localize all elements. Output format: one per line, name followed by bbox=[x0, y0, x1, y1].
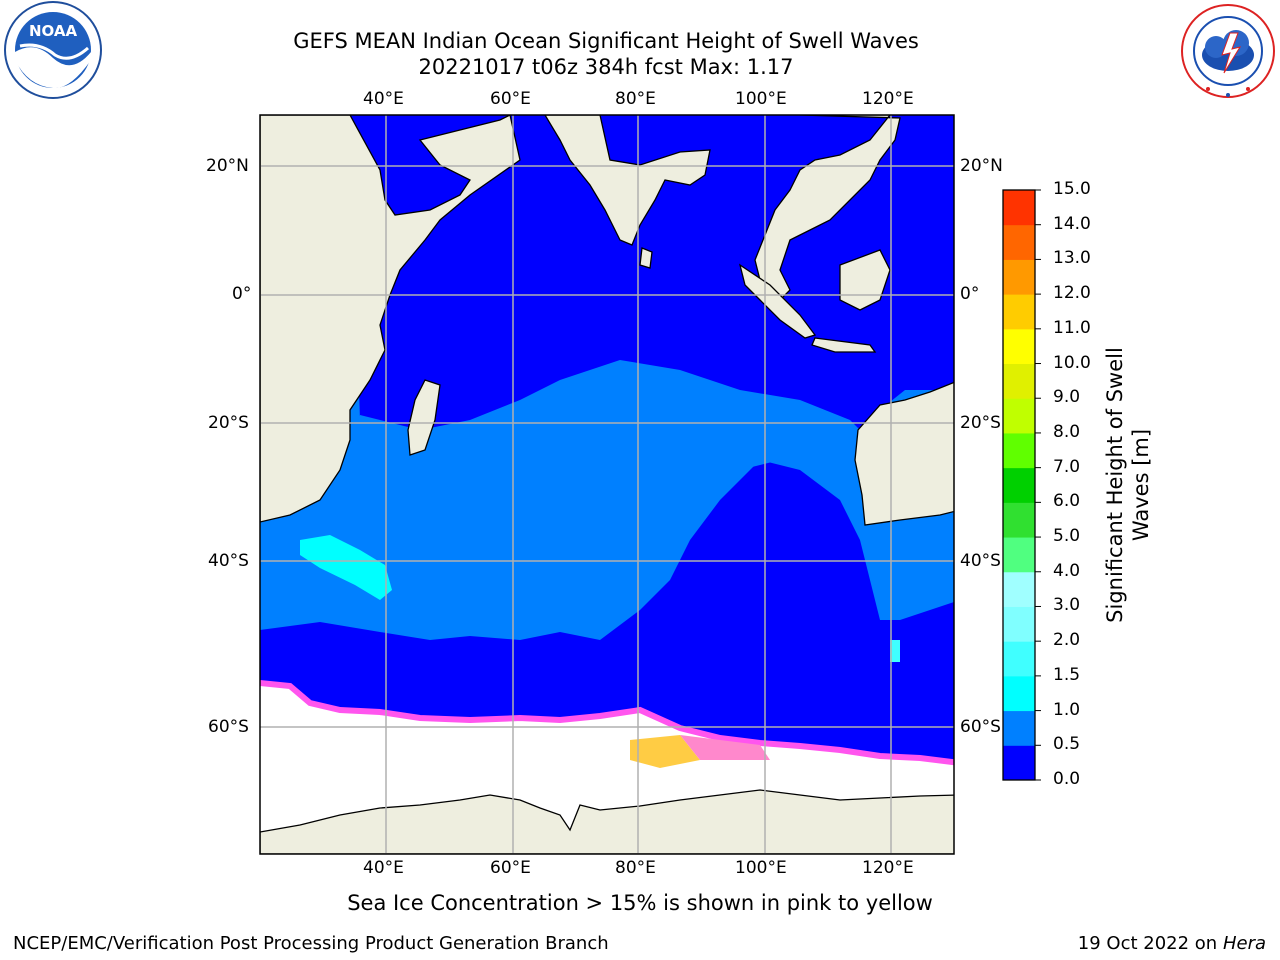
lat-label-left: 0° bbox=[232, 284, 252, 304]
swell-patch-1.0-1.5 bbox=[300, 535, 392, 600]
colorbar bbox=[1003, 189, 1041, 781]
colorbar-segment bbox=[1003, 537, 1035, 573]
map-plot-area bbox=[260, 115, 954, 854]
lat-label-left: 60°S bbox=[208, 717, 249, 737]
footer-date: 19 Oct 2022 on Hera bbox=[1078, 933, 1266, 954]
colorbar-segment bbox=[1003, 641, 1035, 677]
colorbar-segment bbox=[1003, 710, 1035, 746]
map-subtitle: 20221017 t06z 384h fcst Max: 1.17 bbox=[418, 55, 794, 79]
colorbar-tick-label: 5.0 bbox=[1053, 526, 1081, 547]
lat-label-right: 20°N bbox=[960, 156, 1003, 176]
land bbox=[260, 115, 954, 854]
lon-label-bottom: 80°E bbox=[615, 858, 656, 878]
lon-label-top: 120°E bbox=[862, 89, 914, 109]
colorbar-segment bbox=[1003, 571, 1035, 607]
colorbar-tick-label: 6.0 bbox=[1053, 491, 1081, 512]
sea-ice-concentration-pink bbox=[680, 735, 770, 760]
footer-credit: NCEP/EMC/Verification Post Processing Pr… bbox=[13, 933, 609, 954]
colorbar-tick-label: 8.0 bbox=[1053, 421, 1081, 442]
colorbar-segment bbox=[1003, 606, 1035, 642]
colorbar-segment bbox=[1003, 432, 1035, 469]
colorbar-tick-label: 10.0 bbox=[1053, 352, 1091, 373]
colorbar-tick-label: 0.5 bbox=[1053, 734, 1081, 755]
footer-date-text: 19 Oct 2022 on bbox=[1077, 933, 1223, 954]
colorbar-tick-label: 9.0 bbox=[1053, 387, 1081, 408]
swell-patch-small bbox=[890, 640, 900, 662]
colorbar-tick-label: 11.0 bbox=[1053, 317, 1091, 338]
colorbar-tick-label: 0.0 bbox=[1053, 769, 1081, 789]
lon-label-top: 100°E bbox=[735, 89, 787, 109]
lat-label-right: 20°S bbox=[960, 413, 1001, 433]
colorbar-segment bbox=[1003, 363, 1035, 399]
footer-host: Hera bbox=[1222, 933, 1266, 954]
lon-label-top: 80°E bbox=[615, 89, 656, 109]
colorbar-label-line2: Waves [m] bbox=[1129, 429, 1153, 541]
lon-label-bottom: 60°E bbox=[490, 858, 531, 878]
lat-label-left: 20°S bbox=[208, 413, 249, 433]
colorbar-segment bbox=[1003, 259, 1035, 295]
colorbar-tick-label: 14.0 bbox=[1053, 213, 1091, 234]
colorbar-tick-label: 12.0 bbox=[1053, 283, 1091, 304]
colorbar-tick-label: 15.0 bbox=[1053, 179, 1091, 199]
lon-label-bottom: 120°E bbox=[862, 858, 914, 878]
lat-label-left: 40°S bbox=[208, 551, 249, 571]
colorbar-tick-label: 2.0 bbox=[1053, 630, 1081, 651]
colorbar-tick-label: 13.0 bbox=[1053, 248, 1091, 269]
colorbar-tick-label: 7.0 bbox=[1053, 456, 1081, 477]
lat-label-right: 40°S bbox=[960, 551, 1001, 571]
colorbar-tick-label: 3.0 bbox=[1053, 595, 1081, 616]
sea-ice-concentration-yellow bbox=[630, 735, 700, 768]
noaa-logo-text: NOAA bbox=[29, 22, 78, 40]
colorbar-segment bbox=[1003, 467, 1035, 503]
colorbar-segment bbox=[1003, 745, 1035, 781]
colorbar-label-line1: Significant Height of Swell bbox=[1103, 347, 1127, 623]
colorbar-segment bbox=[1003, 294, 1035, 330]
colorbar-segment bbox=[1003, 398, 1035, 434]
lat-label-right: 60°S bbox=[960, 717, 1001, 737]
sea-ice-note: Sea Ice Concentration > 15% is shown in … bbox=[347, 891, 933, 915]
colorbar-segment bbox=[1003, 502, 1035, 538]
map-title: GEFS MEAN Indian Ocean Significant Heigh… bbox=[293, 29, 919, 53]
colorbar-segment bbox=[1003, 224, 1035, 260]
colorbar-tick-label: 1.0 bbox=[1053, 699, 1081, 720]
colorbar-tick-label: 1.5 bbox=[1053, 664, 1081, 685]
colorbar-segment bbox=[1003, 328, 1035, 365]
colorbar-segment bbox=[1003, 190, 1035, 226]
sea-ice-edge bbox=[260, 680, 954, 766]
lat-label-right: 0° bbox=[960, 284, 980, 304]
map-frame bbox=[259, 114, 955, 855]
lon-label-bottom: 100°E bbox=[735, 858, 787, 878]
lon-label-bottom: 40°E bbox=[363, 858, 404, 878]
noaa-logo-icon: NOAA bbox=[4, 1, 102, 99]
colorbar-frame bbox=[1002, 189, 1036, 781]
lon-label-top: 60°E bbox=[490, 89, 531, 109]
national-weather-service-logo-icon bbox=[1181, 4, 1275, 98]
colorbar-segment bbox=[1003, 675, 1035, 712]
lon-label-top: 40°E bbox=[363, 89, 404, 109]
lat-label-left: 20°N bbox=[206, 156, 249, 176]
colorbar-tick-label: 4.0 bbox=[1053, 560, 1081, 581]
graticule bbox=[260, 115, 954, 854]
